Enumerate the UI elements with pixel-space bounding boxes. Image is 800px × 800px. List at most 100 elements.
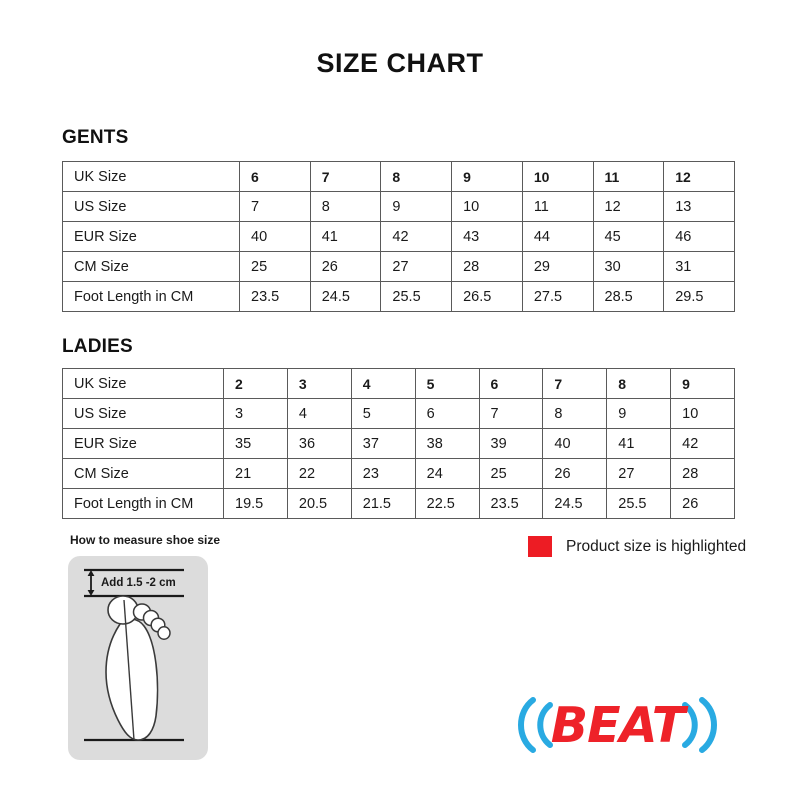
table-cell: 21 [223,458,288,489]
table-cell: 30 [592,251,665,282]
table-cell: 21.5 [350,488,416,519]
legend-label: Product size is highlighted [566,537,747,555]
table-cell: 7 [478,398,544,429]
row-label-uk-size: UK Size [62,368,224,399]
table-cell: 11 [521,191,594,222]
size-head-cell: 5 [414,368,480,399]
table-cell: 10 [451,191,523,222]
table-cell: 27.5 [521,281,594,312]
table-cell: 5 [350,398,416,429]
legend: Product size is highlighted [528,536,746,557]
row-label-uk-size: UK Size [62,161,240,192]
table-row: Foot Length in CM 19.5 20.5 21.5 22.5 23… [62,488,735,519]
table-cell: 6 [414,398,480,429]
size-head-cell: 8 [380,161,453,192]
table-row: Foot Length in CM 23.5 24.5 25.5 26.5 27… [62,281,735,312]
row-label-eur-size: EUR Size [62,221,240,252]
row-label-foot-length: Foot Length in CM [62,281,240,312]
table-cell: 45 [592,221,665,252]
sound-wave-icons [518,697,717,753]
sound-wave-right-icon [682,697,717,753]
table-cell: 37 [350,428,416,459]
size-head-cell: 8 [606,368,672,399]
table-row: US Size 3 4 5 6 7 8 9 10 [62,398,735,429]
table-cell: 26 [309,251,382,282]
table-cell: 31 [663,251,735,282]
table-cell: 7 [239,191,311,222]
table-cell: 40 [542,428,608,459]
table-cell: 25.5 [606,488,672,519]
size-table-ladies: UK Size 2 3 4 5 6 7 8 9 US Size 3 4 5 6 … [62,368,735,519]
table-cell: 28 [451,251,523,282]
measure-caption: How to measure shoe size [70,533,221,547]
table-row: CM Size 25 26 27 28 29 30 31 [62,251,735,282]
table-cell: 44 [521,221,594,252]
table-cell: 22.5 [414,488,480,519]
table-cell: 4 [286,398,352,429]
table-cell: 22 [286,458,352,489]
table-cell: 46 [663,221,735,252]
brand-name: BEAT [550,696,685,754]
table-cell: 41 [606,428,672,459]
table-cell: 28 [670,458,735,489]
table-cell: 23 [350,458,416,489]
table-cell: 9 [380,191,453,222]
table-cell: 28.5 [592,281,665,312]
size-head-cell: 4 [350,368,416,399]
size-head-cell: 3 [286,368,352,399]
sound-wave-left-icon [518,697,553,753]
brand-logo: BEAT [505,692,730,758]
table-cell: 19.5 [223,488,288,519]
size-head-cell: 6 [478,368,544,399]
size-head-cell: 7 [309,161,382,192]
table-cell: 25 [239,251,311,282]
table-cell: 43 [451,221,523,252]
size-head-cell: 2 [223,368,288,399]
add-measure-label: Add 1.5 -2 cm [101,577,176,589]
section-heading-gents: GENTS [62,127,129,148]
table-cell: 36 [286,428,352,459]
size-head-cell: 12 [663,161,735,192]
table-cell: 38 [414,428,480,459]
table-cell: 25 [478,458,544,489]
size-head-cell: 10 [521,161,594,192]
row-label-eur-size: EUR Size [62,428,224,459]
table-row: UK Size 2 3 4 5 6 7 8 9 [62,368,735,399]
table-cell: 23.5 [239,281,311,312]
table-cell: 42 [380,221,453,252]
table-cell: 29.5 [663,281,735,312]
table-cell: 26 [542,458,608,489]
table-cell: 26 [670,488,735,519]
table-row: EUR Size 35 36 37 38 39 40 41 42 [62,428,735,459]
row-label-cm-size: CM Size [62,458,224,489]
table-cell: 9 [606,398,672,429]
size-head-cell: 7 [542,368,608,399]
table-cell: 24.5 [542,488,608,519]
table-cell: 40 [239,221,311,252]
size-head-cell: 6 [239,161,311,192]
size-head-cell: 9 [670,368,735,399]
row-label-cm-size: CM Size [62,251,240,282]
table-cell: 27 [606,458,672,489]
size-head-cell: 9 [451,161,523,192]
table-cell: 8 [309,191,382,222]
size-head-cell: 11 [592,161,665,192]
table-cell: 39 [478,428,544,459]
page-title: SIZE CHART [316,48,484,78]
table-cell: 10 [670,398,735,429]
table-cell: 42 [670,428,735,459]
table-row: US Size 7 8 9 10 11 12 13 [62,191,735,222]
table-cell: 41 [309,221,382,252]
measure-guide: How to measure shoe size Add 1.5 -2 cm [68,533,220,760]
table-row: UK Size 6 7 8 9 10 11 12 [62,161,735,192]
size-table-gents: UK Size 6 7 8 9 10 11 12 US Size 7 8 9 1… [62,161,735,312]
table-cell: 8 [542,398,608,429]
row-label-foot-length: Foot Length in CM [62,488,224,519]
table-cell: 29 [521,251,594,282]
table-row: EUR Size 40 41 42 43 44 45 46 [62,221,735,252]
row-label-us-size: US Size [62,191,240,222]
footprint-icon [84,568,184,742]
row-label-us-size: US Size [62,398,224,429]
foot-diagram-panel: Add 1.5 -2 cm [68,556,208,760]
table-cell: 26.5 [451,281,523,312]
